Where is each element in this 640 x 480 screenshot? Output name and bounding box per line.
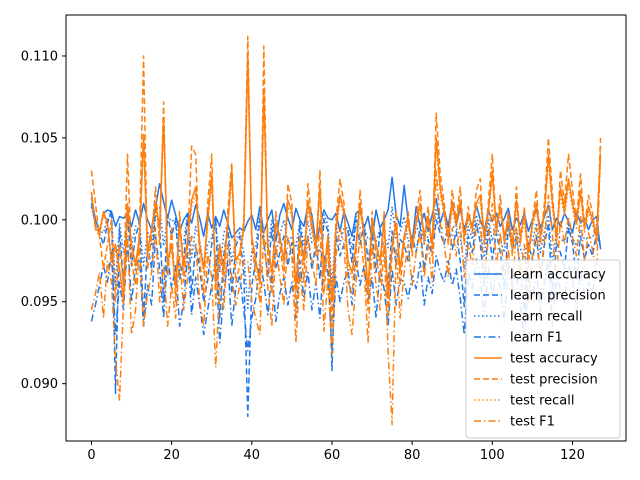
x-tick-label: 100 bbox=[480, 448, 505, 463]
x-tick-label: 40 bbox=[244, 448, 261, 463]
y-tick-label: 0.105 bbox=[21, 131, 58, 146]
legend-label: test F1 bbox=[510, 415, 555, 430]
legend-box bbox=[465, 259, 621, 439]
legend-label: learn precision bbox=[510, 289, 606, 304]
series-line-learn-accuracy bbox=[90, 176, 602, 250]
legend-label: test recall bbox=[510, 394, 575, 409]
legend-label: learn accuracy bbox=[510, 268, 606, 283]
legend-label: test precision bbox=[510, 373, 598, 388]
y-tick-label: 0.095 bbox=[21, 295, 58, 310]
x-tick-label: 0 bbox=[87, 448, 95, 463]
series-line-test-f1 bbox=[90, 146, 602, 426]
x-axis: 0 20 40 60 80 100 120 bbox=[87, 441, 585, 463]
y-tick-label: 0.090 bbox=[21, 377, 58, 392]
legend-label: learn F1 bbox=[510, 331, 563, 346]
y-tick-label: 0.100 bbox=[21, 213, 58, 228]
x-tick-label: 120 bbox=[560, 448, 585, 463]
x-tick-label: 20 bbox=[163, 448, 180, 463]
x-tick-label: 60 bbox=[324, 448, 341, 463]
legend: learn accuracy learn precision learn recal… bbox=[465, 259, 621, 439]
y-axis: 0.090 0.095 0.100 0.105 0.110 bbox=[21, 49, 66, 392]
plot-frame bbox=[65, 14, 627, 442]
legend-label: test accuracy bbox=[510, 352, 598, 367]
y-tick-label: 0.110 bbox=[21, 49, 58, 64]
legend-label: learn recall bbox=[510, 310, 582, 325]
x-tick-label: 80 bbox=[404, 448, 421, 463]
